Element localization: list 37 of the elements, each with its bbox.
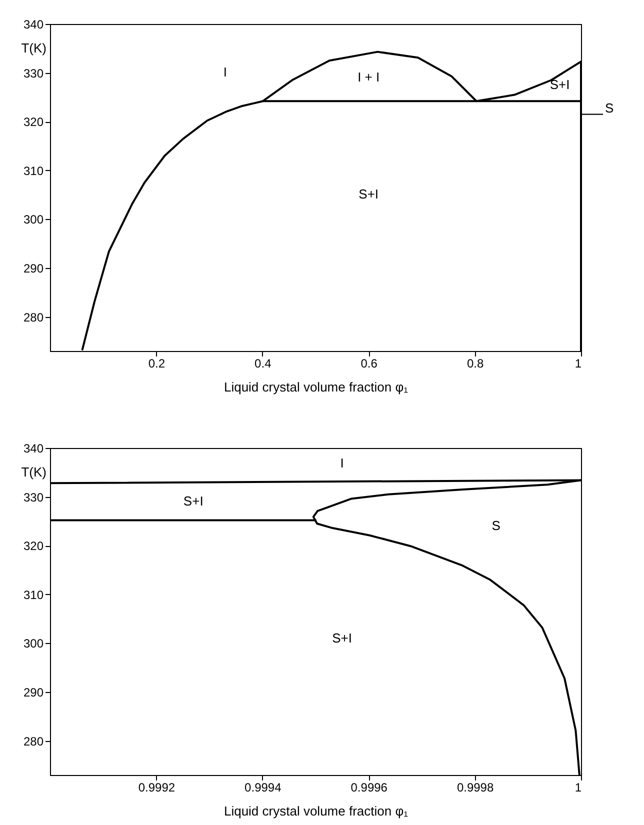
y-tick-label: 340 [23,18,44,32]
y-tick-label: 310 [23,588,44,602]
y-tick-label: 290 [23,262,44,276]
x-axis-title: Liquid crystal volume fraction φ₁ [224,804,409,818]
x-tick-label: 0.9994 [244,780,282,794]
annotation: S [492,518,501,534]
x-tick-label: 1 [574,356,582,370]
x-tick-label: 0.4 [254,356,272,370]
y-tick-label: 310 [23,164,44,178]
annotation: I [340,456,344,471]
y-tick-label: 300 [23,212,44,227]
y-tick-label: 320 [23,539,44,554]
x-axis-title: Liquid crystal volume fraction φ₁ [224,380,409,394]
x-tick-label: 0.9996 [350,780,388,794]
x-tick-label: 1 [574,780,582,794]
y-axis-title: T(K) [21,464,46,480]
x-tick-label: 0.6 [360,356,378,370]
y-tick-label: 300 [23,636,44,651]
y-tick-label: 330 [23,490,44,504]
y-tick-label: 330 [23,66,44,80]
annotation: I [223,64,228,80]
x-tick-label: 0.9992 [138,780,176,794]
annotation: S [605,100,614,116]
x-tick-label: 0.9998 [456,780,494,794]
annotation: I + I [358,70,380,85]
y-tick-label: 340 [23,442,44,456]
x-tick-label: 0.8 [466,356,484,370]
annotation: S+I [358,186,379,202]
y-tick-label: 290 [23,686,44,700]
annotation: S+I [550,77,570,92]
annotation: S+I [332,630,352,646]
annotation: S+I [183,494,204,509]
y-tick-label: 320 [23,115,44,130]
y-tick-label: 280 [23,734,44,748]
x-tick-label: 0.2 [148,356,166,370]
y-tick-label: 280 [23,310,44,324]
y-axis-title: T(K) [21,40,46,56]
